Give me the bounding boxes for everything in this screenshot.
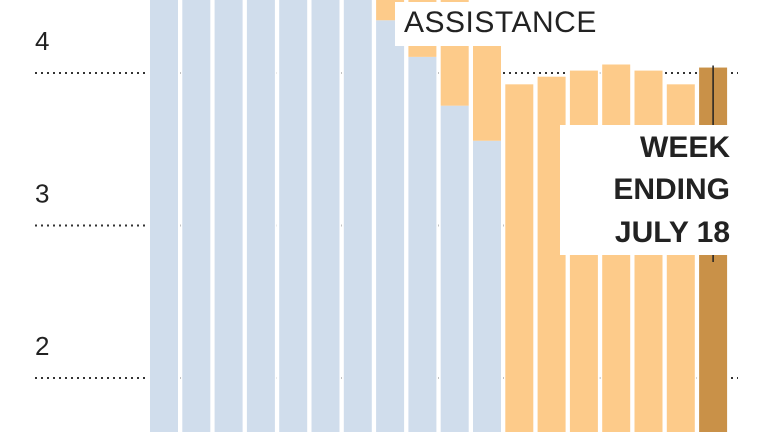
bar: [505, 84, 534, 432]
bar: [376, 20, 405, 432]
bar: [279, 0, 308, 432]
highlight-note: ENDING: [613, 173, 730, 206]
bar: [150, 0, 178, 432]
y-tick-label: 3: [35, 178, 49, 208]
y-tick-label: 2: [35, 331, 49, 361]
highlight-note: JULY 18: [615, 216, 730, 249]
annotation-backing: [395, 2, 645, 46]
bar: [311, 0, 340, 432]
bar: [408, 56, 437, 432]
bar: [182, 0, 211, 432]
y-tick-label: 4: [35, 26, 49, 56]
note-backing: [560, 125, 740, 255]
annotation: ASSISTANCE: [404, 6, 597, 39]
highlight-note: WEEK: [640, 131, 730, 164]
bar: [343, 0, 372, 432]
bar: [440, 105, 469, 432]
bar: [246, 0, 275, 432]
bar: [214, 0, 243, 432]
bar: [473, 140, 501, 432]
